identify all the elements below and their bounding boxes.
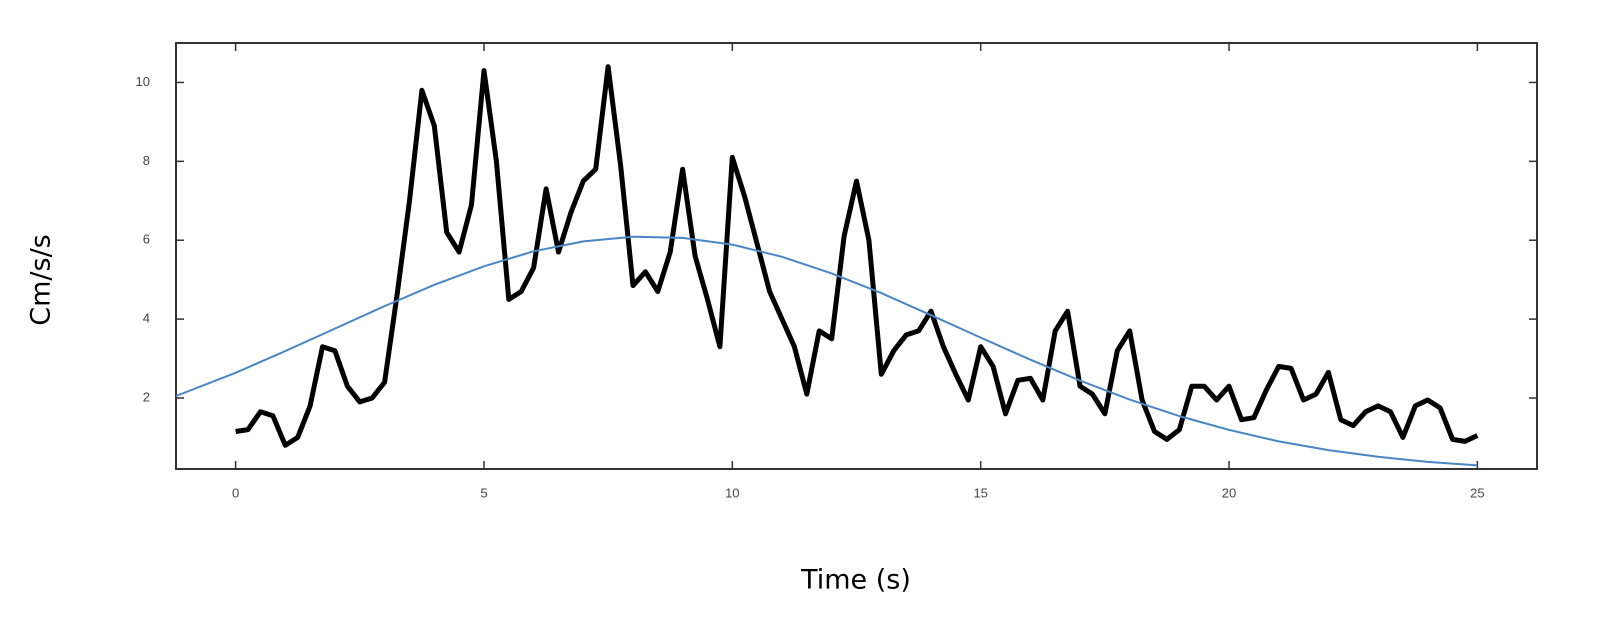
y-tick-label: 6 — [143, 232, 150, 247]
x-tick-label: 5 — [480, 485, 487, 500]
plot-frame — [175, 42, 1538, 470]
x-tick-label: 10 — [725, 485, 739, 500]
x-tick-label: 0 — [232, 485, 239, 500]
x-tick-label: 25 — [1470, 485, 1484, 500]
y-tick-label: 4 — [143, 311, 150, 326]
y-tick-label: 2 — [143, 389, 150, 404]
y-axis-label: Cm/s/s — [26, 234, 57, 325]
data-line — [175, 235, 1478, 467]
x-tick-label: 15 — [973, 485, 987, 500]
x-axis-label: Time (s) — [800, 565, 911, 596]
x-tick-label: 20 — [1222, 485, 1236, 500]
y-tick-label: 8 — [143, 153, 150, 168]
data-line — [235, 64, 1479, 448]
y-tick-label: 10 — [136, 74, 150, 89]
